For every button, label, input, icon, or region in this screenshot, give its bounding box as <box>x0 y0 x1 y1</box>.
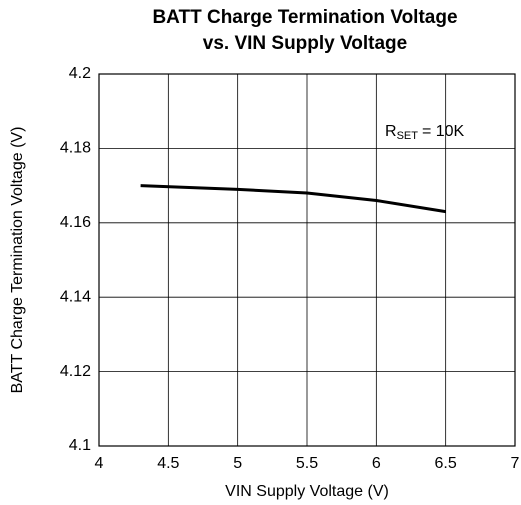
x-tick-label: 5.5 <box>296 455 318 472</box>
y-tick-label: 4.14 <box>60 288 91 305</box>
x-axis-label: VIN Supply Voltage (V) <box>225 483 389 500</box>
x-tick-label: 6 <box>372 455 381 472</box>
chart-title: vs. VIN Supply Voltage <box>203 33 407 54</box>
x-tick-label: 4 <box>95 455 104 472</box>
x-tick-label: 6.5 <box>435 455 457 472</box>
chart-title: BATT Charge Termination Voltage <box>152 7 457 28</box>
y-tick-label: 4.12 <box>60 363 91 380</box>
annotation: RSET = 10K <box>385 123 465 142</box>
plot-border <box>98 73 516 447</box>
y-tick-label: 4.1 <box>69 437 91 454</box>
x-tick-label: 4.5 <box>157 455 179 472</box>
data-line <box>140 184 446 214</box>
y-axis-label: BATT Charge Termination Voltage (V) <box>9 127 26 394</box>
x-tick-label: 5 <box>233 455 242 472</box>
annotation-text: = 10K <box>422 123 465 140</box>
y-tick-label: 4.2 <box>69 65 91 82</box>
annotation-text: R <box>385 123 397 140</box>
y-tick-label: 4.18 <box>60 140 91 157</box>
x-tick-label: 7 <box>511 455 520 472</box>
y-tick-label: 4.16 <box>60 214 91 231</box>
annotation-subscript: SET <box>397 130 419 142</box>
